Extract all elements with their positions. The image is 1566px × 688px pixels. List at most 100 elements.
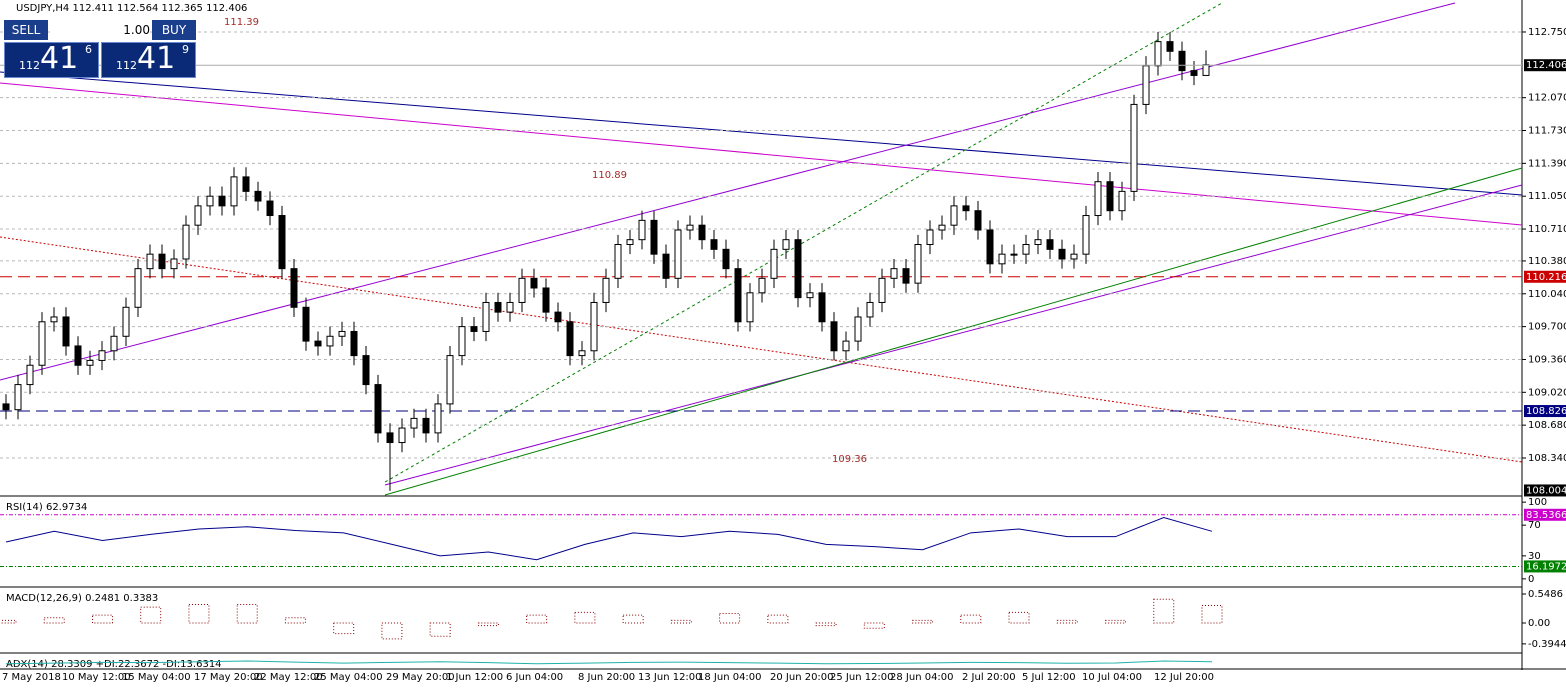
candle-body bbox=[758, 277, 766, 294]
candle-body bbox=[698, 224, 706, 241]
candle-body bbox=[1154, 41, 1162, 67]
candle-body bbox=[1070, 253, 1078, 260]
y-tick-label: 110.710 bbox=[1528, 224, 1566, 235]
candle-body bbox=[1082, 215, 1090, 255]
candle-body bbox=[578, 350, 586, 357]
price-tag bbox=[1524, 484, 1566, 497]
price-pip: 9 bbox=[182, 43, 189, 56]
x-tick-label: 18 Jun 04:00 bbox=[698, 672, 762, 683]
candle-body bbox=[170, 258, 178, 270]
candle-body bbox=[686, 224, 694, 231]
candle-body bbox=[650, 219, 658, 255]
candle-body bbox=[314, 340, 322, 347]
candle-body bbox=[2, 403, 10, 411]
y-tick-label: 108.340 bbox=[1528, 453, 1566, 464]
candle-body bbox=[722, 248, 730, 270]
candle-body bbox=[566, 321, 574, 357]
candle-body bbox=[74, 345, 82, 366]
candle-body bbox=[950, 205, 958, 226]
candle-body bbox=[86, 359, 94, 366]
candle-body bbox=[518, 277, 526, 303]
candle-body bbox=[386, 432, 394, 444]
macd-bar bbox=[574, 611, 596, 624]
candle-body bbox=[818, 292, 826, 323]
y-tick-label: 100 bbox=[1528, 497, 1547, 508]
price-pip: 6 bbox=[85, 43, 92, 56]
y-tick-label: 0 bbox=[1528, 574, 1534, 585]
y-tick-label: 111.390 bbox=[1528, 158, 1566, 169]
sell-button[interactable]: SELL bbox=[4, 20, 48, 40]
candle-body bbox=[146, 253, 154, 270]
candle-body bbox=[494, 301, 502, 313]
x-tick-label: 8 Jun 20:00 bbox=[578, 672, 635, 683]
candle-body bbox=[302, 306, 310, 342]
candle-body bbox=[278, 215, 286, 270]
candle-body bbox=[710, 239, 718, 250]
price-mid: 41 bbox=[40, 41, 79, 76]
candle-body bbox=[902, 268, 910, 284]
x-tick-label: 20 Jun 20:00 bbox=[770, 672, 834, 683]
buy-button[interactable]: BUY bbox=[152, 20, 196, 40]
x-tick-label: 13 Jun 12:00 bbox=[638, 672, 702, 683]
candle-body bbox=[674, 229, 682, 279]
macd-bar bbox=[912, 619, 934, 624]
lot-input[interactable]: 1.00 bbox=[50, 20, 150, 40]
candle-body bbox=[734, 268, 742, 323]
candle-body bbox=[374, 384, 382, 434]
candle-body bbox=[1034, 239, 1042, 246]
macd-bar bbox=[0, 619, 17, 624]
indicator-label: ADX(14) 28.3309 +DI:22.3672 -DI:13.6314 bbox=[6, 659, 222, 670]
x-tick-label: 15 May 04:00 bbox=[122, 672, 191, 683]
candle-body bbox=[326, 335, 334, 347]
candle-body bbox=[26, 364, 34, 386]
trade-panel: SELL 1.00 BUY 112 41 6 112 41 9 bbox=[4, 20, 196, 78]
macd-bar bbox=[863, 622, 885, 629]
macd-bar bbox=[236, 604, 258, 624]
macd-bar bbox=[91, 614, 113, 624]
x-tick-label: 1 Jun 12:00 bbox=[446, 672, 503, 683]
candle-body bbox=[638, 219, 646, 241]
candle-body bbox=[986, 229, 994, 265]
candle-body bbox=[602, 277, 610, 303]
candle-body bbox=[362, 355, 370, 386]
candle-body bbox=[554, 311, 562, 323]
candle-body bbox=[350, 330, 358, 357]
candle-body bbox=[794, 239, 802, 299]
x-tick-label: 12 Jul 20:00 bbox=[1154, 672, 1214, 683]
macd-bar bbox=[526, 614, 548, 624]
candle-body bbox=[770, 248, 778, 279]
annotation: 110.89 bbox=[592, 170, 627, 181]
level-tag bbox=[1524, 560, 1566, 573]
candle-body bbox=[926, 229, 934, 246]
candle-body bbox=[806, 292, 814, 299]
candle-body bbox=[194, 205, 202, 226]
macd-bar bbox=[477, 622, 499, 627]
sell-price[interactable]: 112 41 6 bbox=[4, 41, 99, 78]
price-label: 112.406 bbox=[1526, 60, 1566, 71]
candle-body bbox=[662, 253, 670, 279]
x-tick-label: 25 Jun 12:00 bbox=[830, 672, 894, 683]
candle-body bbox=[854, 316, 862, 342]
x-tick-label: 2 Jul 20:00 bbox=[962, 672, 1016, 683]
indicator-label: RSI(14) 62.9734 bbox=[6, 502, 87, 513]
candle-body bbox=[1106, 181, 1114, 212]
macd-bar bbox=[622, 614, 644, 624]
y-tick-label: 111.730 bbox=[1528, 126, 1566, 137]
candle-body bbox=[530, 277, 538, 289]
macd-bar bbox=[815, 622, 837, 627]
candle-body bbox=[266, 200, 274, 217]
header: USDJPY,H4 112.411 112.564 112.365 112.40… bbox=[16, 3, 247, 14]
annotation: 111.39 bbox=[224, 17, 259, 28]
y-tick-label: 70 bbox=[1528, 520, 1541, 531]
candle-body bbox=[1178, 50, 1186, 72]
macd-bar bbox=[1056, 619, 1078, 624]
macd-bar bbox=[1153, 598, 1175, 624]
macd-bar bbox=[719, 612, 741, 624]
candle-body bbox=[890, 268, 898, 279]
x-tick-label: 29 May 20:00 bbox=[386, 672, 455, 683]
candle-body bbox=[422, 417, 430, 434]
buy-price[interactable]: 112 41 9 bbox=[101, 41, 196, 78]
level-label: 108.826 bbox=[1526, 406, 1566, 417]
y-tick-label: 112.070 bbox=[1528, 93, 1566, 104]
